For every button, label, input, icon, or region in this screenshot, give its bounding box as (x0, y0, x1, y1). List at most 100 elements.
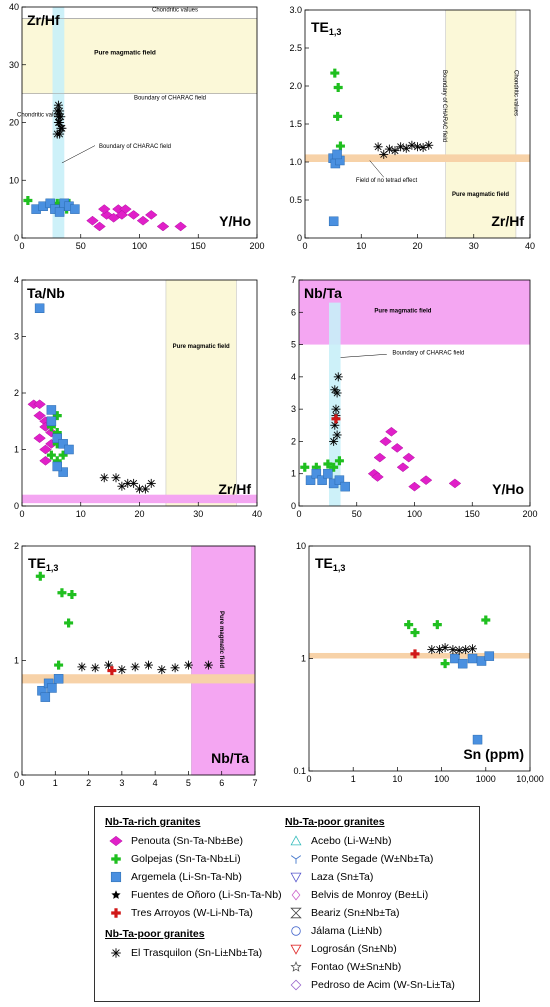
data-point (407, 140, 417, 150)
data-point (35, 571, 45, 581)
x-tick-label: 100 (407, 509, 422, 519)
chart-te13-vs-zrhf-svg: Boundary of CHARAC field Chondritic value… (289, 5, 535, 251)
legend-item-label: Penouta (Sn-Ta-Nb±Be) (131, 835, 243, 847)
data-point (146, 478, 156, 488)
chart-te13-vs-nbta: Pure magmatic field 0 1 2 3 4 5 6 7 0 1 2 TE1,3 Nb/Ta (0, 536, 275, 804)
data-points (328, 68, 434, 227)
data-point (290, 979, 302, 991)
y-axis-title-subscript: 1,3 (333, 563, 346, 573)
data-point (331, 414, 341, 424)
y-tick-label: 1 (14, 445, 19, 455)
y-axis-title-subscript: 1,3 (46, 563, 59, 573)
data-point (410, 649, 420, 659)
asterisk-stroke (204, 661, 212, 669)
annotation-chondritic: Chondritic values (152, 8, 198, 14)
legend-item-label: Laza (Sn±Ta) (311, 871, 374, 883)
circle-open-icon (291, 926, 301, 936)
data-point (440, 659, 450, 669)
data-point (323, 459, 333, 469)
data-point (300, 462, 310, 472)
data-point (111, 890, 121, 899)
data-point (323, 468, 333, 479)
diamond-open-icon (291, 889, 301, 901)
data-point (33, 399, 46, 410)
x-tick-label: 0 (19, 509, 24, 519)
asterisk-stroke (131, 663, 139, 671)
asterisk-stroke (78, 663, 86, 671)
legend-item-label: Logrosán (Sn±Nb) (311, 943, 397, 955)
asterisk-stroke (100, 474, 108, 482)
legend-right-column: Nb-Ta-poor granites Acebo (Li-W±Nb) Ponte… (285, 813, 455, 994)
annotation-charac: Boundary of CHARAC field (134, 95, 206, 101)
asterisk-stroke (425, 141, 433, 149)
x-tick-label: 5 (186, 778, 191, 788)
x-tick-label: 1000 (476, 774, 496, 784)
data-point (54, 207, 65, 217)
asterisk-stroke (105, 661, 113, 669)
data-point (52, 433, 62, 443)
x-tick-label: 6 (219, 778, 224, 788)
data-point (424, 140, 434, 150)
asterisk-stroke (333, 431, 341, 439)
data-point (143, 660, 153, 670)
data-point (23, 195, 33, 205)
data-point (311, 462, 321, 472)
data-point (46, 450, 56, 460)
asterisk-stroke (333, 389, 341, 397)
axis-ticks (304, 9, 531, 239)
annotation-chondritic: Chondritic values (512, 70, 518, 116)
data-point (90, 663, 100, 673)
data-point (317, 475, 327, 485)
data-point (110, 871, 122, 883)
y-tick-label: 40 (9, 2, 19, 12)
y-tick-label: 2 (14, 388, 19, 398)
star-open-icon (290, 961, 302, 972)
data-point (332, 149, 342, 160)
asterisk-stroke (147, 479, 155, 487)
diamond-open-small-icon (290, 979, 302, 991)
asterisk-stroke (56, 118, 64, 127)
data-point (335, 141, 345, 151)
y-tick-label: 5 (291, 340, 296, 350)
chart-te13-vs-sn: 0 1 10 100 1000 10,000 0.1 1 10 TE1,3 Sn (ppm) (275, 536, 550, 804)
data-point (111, 948, 121, 958)
data-point (156, 221, 170, 232)
data-point (67, 590, 77, 600)
x-axis-title: Zr/Hf (491, 213, 524, 229)
y-axis-title: Zr/Hf (27, 12, 60, 28)
data-point (457, 658, 468, 669)
legend-item: Acebo (Li-W±Nb) (285, 832, 455, 850)
data-point (55, 129, 65, 139)
asterisk-stroke (144, 661, 152, 669)
background-fields (299, 280, 530, 506)
asterisk-stroke (171, 664, 179, 672)
legend-item: El Trasquilon (Sn-Li±Nb±Ta) (105, 944, 282, 962)
square-filled-icon (110, 871, 122, 883)
asterisk-stroke (141, 485, 149, 493)
data-point (46, 405, 57, 415)
leader-line (369, 160, 384, 178)
asterisk-stroke (441, 644, 449, 652)
x-tick-label: 0 (19, 241, 24, 251)
legend-rich-list: Penouta (Sn-Ta-Nb±Be) Golpejas (Sn-Ta-Nb±… (105, 832, 282, 922)
legend-poor-title-left: Nb-Ta-poor granites (105, 928, 205, 940)
legend-item: Penouta (Sn-Ta-Nb±Be) (105, 832, 282, 850)
no-tetrad-band (305, 154, 530, 162)
x-tick-label: 2 (86, 778, 91, 788)
data-point (52, 428, 62, 438)
data-point (129, 478, 139, 488)
y-axis-title: Ta/Nb (27, 285, 65, 301)
y-tick-label: 0 (297, 233, 302, 243)
x-tick-label: 3 (119, 778, 124, 788)
data-point (203, 660, 213, 670)
asterisk-stroke (54, 101, 62, 109)
data-point (408, 481, 421, 492)
data-point (53, 674, 64, 684)
data-point (117, 665, 127, 675)
legend-item: Pedroso de Acim (W-Sn-Li±Ta) (285, 976, 455, 994)
data-point (396, 142, 406, 152)
data-point (329, 462, 339, 472)
data-point (136, 215, 150, 226)
y-tick-label: 1.5 (289, 119, 302, 129)
asterisk-stroke (112, 949, 120, 957)
